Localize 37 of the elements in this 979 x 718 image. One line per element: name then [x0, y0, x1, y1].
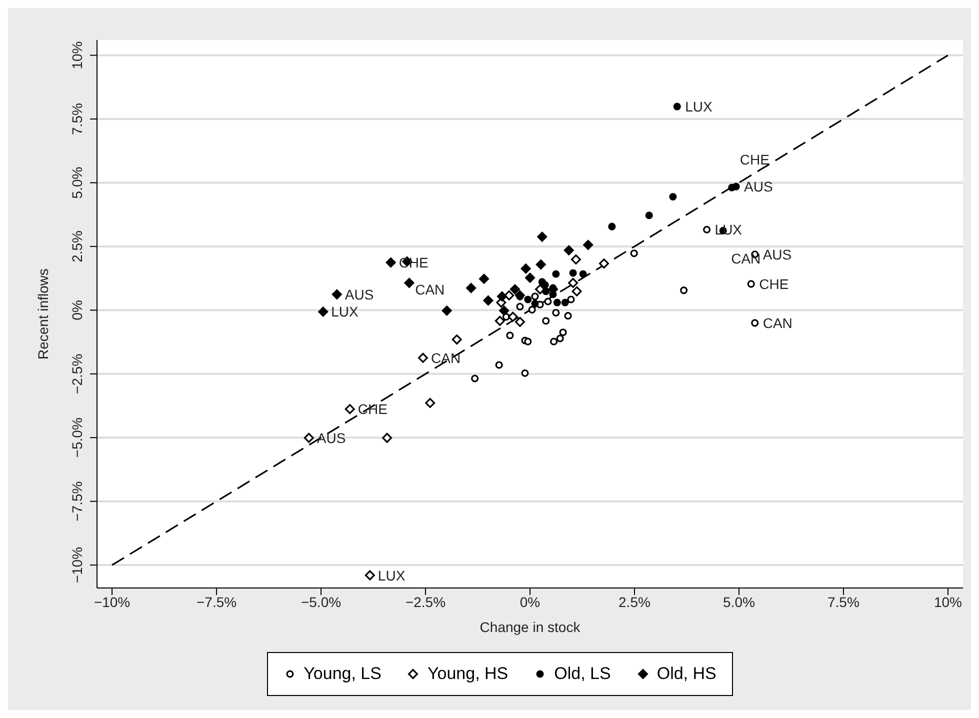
- annotation: LUX: [378, 567, 406, 584]
- annotation: CHE: [759, 276, 789, 292]
- annotation: CAN: [762, 314, 792, 331]
- y-tick-label: 5.0%: [69, 166, 85, 199]
- x-axis-title: Change in stock: [480, 619, 582, 635]
- annotation: AUS: [744, 178, 773, 195]
- y-axis-title: Recent inflows: [34, 268, 51, 360]
- x-tick-label: −2.5%: [405, 594, 446, 610]
- annotation: AUS: [344, 286, 374, 302]
- annotation: AUS: [316, 430, 346, 446]
- annotation: LUX: [331, 304, 360, 320]
- x-tick-label: −5.0%: [300, 594, 342, 610]
- y-tick-label: −10%: [69, 546, 85, 584]
- annotation: AUS: [762, 246, 792, 262]
- annotation: CAN: [431, 350, 461, 366]
- x-tick-label: 10%: [934, 594, 962, 610]
- legend-label: Young, HS: [426, 664, 508, 684]
- y-tick-label: 10%: [69, 41, 85, 70]
- annotation: CAN: [415, 281, 445, 298]
- y-tick-label: 2.5%: [69, 230, 85, 262]
- y-tick-label: 0%: [69, 300, 85, 320]
- annotation: CAN: [731, 250, 761, 267]
- legend-label: Young, LS: [302, 664, 382, 684]
- x-tick-label: 2.5%: [618, 594, 650, 610]
- x-tick-label: 7.5%: [828, 594, 860, 610]
- legend-label: Old, HS: [656, 664, 716, 684]
- x-tick-label: −10%: [94, 594, 130, 610]
- y-tick-label: −7.5%: [69, 481, 85, 522]
- x-tick-label: 0%: [520, 594, 540, 610]
- annotation: LUX: [685, 98, 714, 115]
- x-tick-label: 5.0%: [723, 594, 755, 610]
- y-tick-label: 7.5%: [69, 103, 85, 135]
- y-tick-label: −2.5%: [69, 354, 85, 394]
- annotation: CHE: [740, 152, 770, 168]
- x-tick-label: −7.5%: [196, 594, 237, 610]
- legend-label: Old, LS: [553, 664, 611, 684]
- y-tick-label: −5.0%: [69, 418, 85, 458]
